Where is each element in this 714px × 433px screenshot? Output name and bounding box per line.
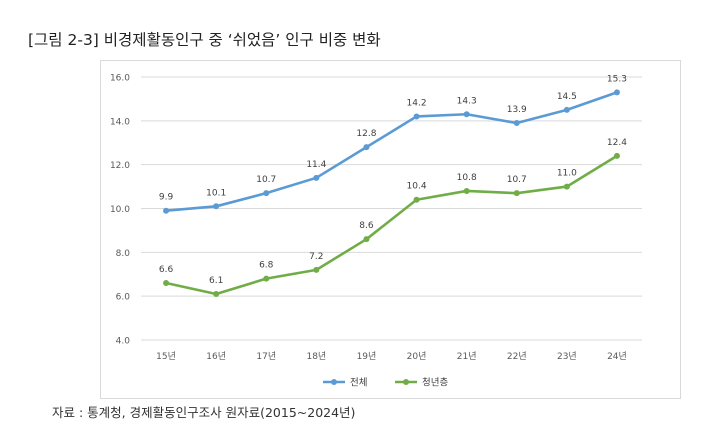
data-label: 9.9 [159, 193, 174, 203]
data-label: 10.8 [457, 173, 477, 183]
data-label: 10.7 [507, 175, 527, 185]
chart-frame: 4.0 6.0 8.0 10.0 12.0 14.0 16.0 15년 16년 17년 18년 19년… [100, 60, 681, 399]
data-point [463, 111, 470, 118]
data-point [163, 207, 170, 214]
y-tick-label: 4.0 [116, 337, 131, 347]
data-label: 11.4 [306, 160, 326, 170]
data-label: 14.5 [557, 92, 577, 102]
data-label: 14.3 [457, 96, 477, 106]
figure-title: [그림 2-3] 비경제활동인구 중 ‘쉬었음’ 인구 비중 변화 [28, 31, 381, 49]
source-note: 자료 : 통계청, 경제활동인구조사 원자료(2015~2024년) [52, 405, 356, 420]
legend-swatch-marker [331, 379, 337, 385]
series-line-1 [164, 91, 619, 212]
x-tick-label: 21년 [457, 351, 477, 362]
y-tick-label: 10.0 [110, 205, 130, 215]
x-tick-label: 23년 [557, 351, 577, 362]
data-label: 6.6 [159, 265, 174, 275]
data-label: 6.8 [259, 261, 274, 271]
data-label: 8.6 [359, 221, 374, 231]
x-tick-label: 16년 [206, 351, 226, 362]
legend-label: 전체 [350, 378, 367, 389]
data-point [363, 144, 370, 151]
data-point [513, 190, 520, 197]
data-label: 15.3 [607, 74, 627, 84]
y-tick-label: 16.0 [110, 74, 130, 84]
data-label: 13.9 [507, 105, 527, 115]
legend-label: 청년층 [422, 378, 448, 389]
data-point [363, 236, 370, 243]
data-label: 12.8 [356, 129, 376, 139]
data-point [563, 106, 570, 113]
data-label: 11.0 [557, 169, 577, 179]
data-label: 6.1 [209, 276, 223, 286]
x-tick-label: 17년 [256, 351, 276, 362]
data-point [213, 290, 220, 297]
data-point [263, 190, 270, 197]
data-point [163, 280, 170, 287]
data-point [413, 113, 420, 120]
data-point [413, 196, 420, 203]
y-tick-label: 14.0 [110, 117, 130, 127]
data-label: 10.7 [256, 175, 276, 185]
data-label: 14.2 [407, 98, 427, 108]
data-point [463, 187, 470, 194]
data-point [613, 89, 620, 96]
data-point [213, 203, 220, 210]
data-point [263, 275, 270, 282]
x-tick-label: 20년 [407, 351, 427, 362]
data-point [613, 152, 620, 159]
data-point [563, 183, 570, 190]
data-point [313, 266, 320, 273]
legend-swatch-marker [403, 379, 409, 385]
x-tick-label: 15년 [156, 351, 176, 362]
data-point [313, 174, 320, 181]
data-label: 10.4 [407, 182, 427, 192]
y-tick-label: 6.0 [116, 293, 131, 303]
line-chart: 4.0 6.0 8.0 10.0 12.0 14.0 16.0 15년 16년 17년 18년 19년… [110, 74, 642, 389]
x-tick-label: 22년 [507, 351, 527, 362]
data-label: 7.2 [309, 252, 323, 262]
y-tick-label: 12.0 [110, 161, 130, 171]
data-point [513, 120, 520, 127]
data-label: 12.4 [607, 138, 627, 148]
x-tick-label: 18년 [306, 351, 326, 362]
x-tick-label: 24년 [607, 351, 627, 362]
data-label: 10.1 [206, 188, 226, 198]
y-tick-label: 8.0 [116, 249, 131, 259]
x-tick-label: 19년 [357, 351, 377, 362]
series-line-2 [164, 154, 619, 296]
